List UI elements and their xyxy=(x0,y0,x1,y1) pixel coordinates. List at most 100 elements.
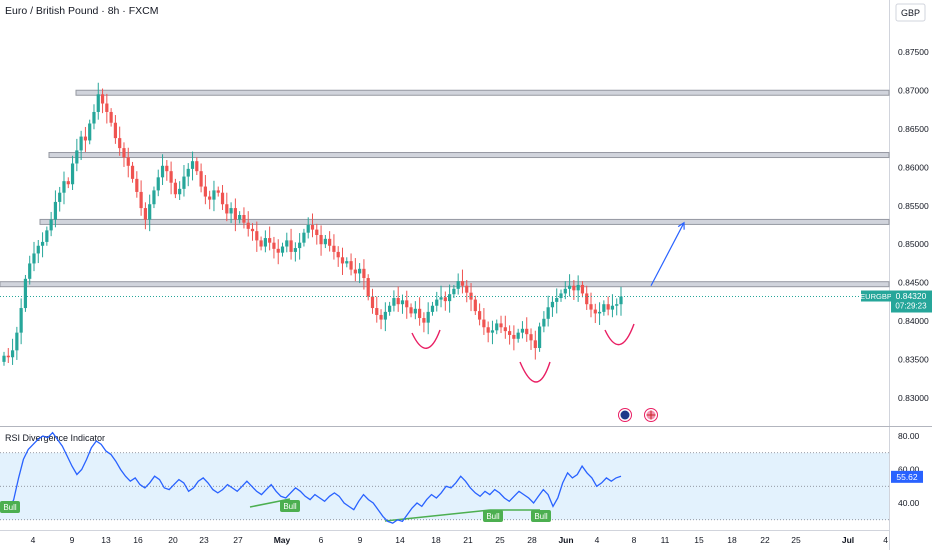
candle xyxy=(28,255,32,285)
candle xyxy=(32,241,36,272)
candle xyxy=(105,93,109,124)
resistance-zone xyxy=(39,218,890,225)
chart-title: Euro / British Pound · 8h · FXCM xyxy=(5,5,158,17)
candle xyxy=(567,274,572,297)
candle xyxy=(610,294,615,318)
candle xyxy=(280,242,285,257)
candle xyxy=(426,302,430,335)
currency-button[interactable] xyxy=(895,3,926,22)
candle xyxy=(370,288,375,314)
projection-arrow xyxy=(650,221,685,287)
price-tick: 0.86500 xyxy=(898,124,929,134)
candle xyxy=(23,274,28,312)
bull-signal-label: Bull xyxy=(0,501,20,513)
candle xyxy=(143,202,147,230)
economic-event-icon[interactable] xyxy=(618,408,632,422)
candle xyxy=(366,274,370,301)
candle xyxy=(452,284,456,299)
candle xyxy=(212,180,216,212)
candle xyxy=(602,300,606,316)
price-tick: 0.86000 xyxy=(898,162,929,172)
time-label: 16 xyxy=(133,535,143,545)
candle xyxy=(542,311,546,333)
candle xyxy=(255,221,259,252)
candle xyxy=(413,301,417,320)
rsi-value-tag xyxy=(891,470,923,483)
candle xyxy=(597,302,602,325)
candle xyxy=(585,285,589,310)
time-label: 21 xyxy=(463,535,473,545)
time-label: 9 xyxy=(70,535,75,545)
candle xyxy=(383,302,387,332)
time-label: 15 xyxy=(694,535,704,545)
candle xyxy=(178,181,182,201)
candle xyxy=(443,291,447,311)
price-tick: 0.83500 xyxy=(898,355,929,365)
candle xyxy=(203,175,207,205)
candle xyxy=(606,296,610,316)
candle xyxy=(182,165,186,197)
time-label: 4 xyxy=(31,535,36,545)
candle xyxy=(473,295,477,315)
rsi-tick: 60.00 xyxy=(898,465,920,475)
resistance-zone xyxy=(75,89,890,96)
candle xyxy=(58,186,62,212)
candle xyxy=(79,130,83,161)
candle xyxy=(448,284,452,313)
candle xyxy=(465,279,469,303)
candle xyxy=(345,257,349,268)
candle xyxy=(388,301,392,316)
candle xyxy=(525,317,529,342)
candle xyxy=(512,325,516,351)
left-shoulder-arc xyxy=(411,329,441,349)
time-label: 4 xyxy=(595,535,600,545)
price-tick: 0.84500 xyxy=(898,278,929,288)
time-label: May xyxy=(274,535,291,545)
candle xyxy=(400,294,405,314)
candle xyxy=(460,269,465,294)
rsi-line xyxy=(3,431,622,524)
candle xyxy=(242,207,246,229)
candle xyxy=(396,286,400,312)
candle xyxy=(537,322,542,352)
time-label: 8 xyxy=(632,535,637,545)
time-label: 6 xyxy=(319,535,324,545)
price-tick: 0.87000 xyxy=(898,85,929,95)
candle xyxy=(156,169,160,197)
candle xyxy=(152,186,156,209)
indicator-title[interactable]: RSI Divergence Indicator xyxy=(5,433,105,443)
candle xyxy=(199,163,203,193)
candle xyxy=(259,236,263,251)
rsi-tick: 80.00 xyxy=(898,431,920,441)
svg-text:Bull: Bull xyxy=(283,502,297,511)
candle xyxy=(173,178,177,199)
candle xyxy=(362,259,366,290)
time-label: 28 xyxy=(527,535,537,545)
candle xyxy=(139,180,143,216)
candle xyxy=(126,147,130,178)
uk-event-icon[interactable] xyxy=(644,408,658,422)
candle xyxy=(122,142,126,167)
time-label: 27 xyxy=(233,535,243,545)
candle xyxy=(289,228,293,260)
price-tick: 0.85000 xyxy=(898,239,929,249)
candle xyxy=(559,289,563,302)
candle xyxy=(302,228,306,247)
candle xyxy=(113,115,118,144)
candle xyxy=(2,351,6,366)
price-axis-ticks: 0.87500 0.87000 0.86500 0.86000 0.85500 0.850… xyxy=(898,47,929,403)
candle xyxy=(238,211,242,224)
candle xyxy=(619,286,623,316)
candle xyxy=(392,290,396,312)
candle xyxy=(216,186,220,197)
resistance-levels xyxy=(0,89,890,288)
time-label: 25 xyxy=(495,535,505,545)
rsi-levels xyxy=(0,452,889,521)
candle xyxy=(276,239,280,265)
candle xyxy=(83,126,88,152)
candle xyxy=(430,301,435,316)
candle xyxy=(336,246,340,267)
candle xyxy=(482,308,486,335)
time-label: 4 xyxy=(883,535,888,545)
